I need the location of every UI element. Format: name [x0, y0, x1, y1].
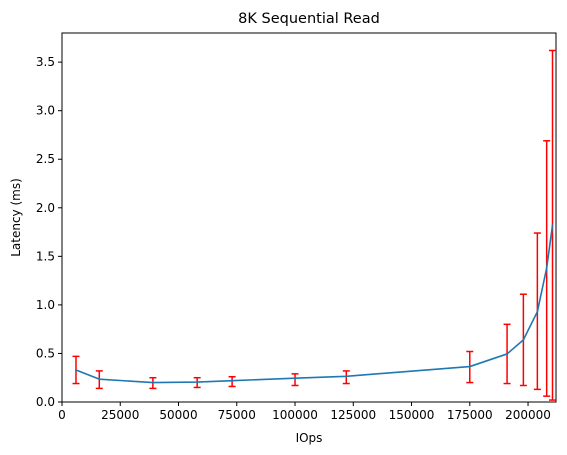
y-tick-label: 2.5 — [36, 152, 55, 166]
chart-title: 8K Sequential Read — [238, 11, 380, 27]
x-axis-ticks: 0 25000 50000 75000 100000 125000 150000 175000… — [58, 402, 551, 422]
data-point — [151, 381, 154, 384]
data-point — [98, 378, 101, 381]
x-tick-label: 175000 — [447, 408, 493, 422]
x-tick-label: 50000 — [159, 408, 197, 422]
data-point — [545, 267, 548, 269]
y-tick-label: 3.5 — [36, 55, 55, 69]
y-tick-label: 1.0 — [36, 298, 55, 312]
x-tick-label: 200000 — [505, 408, 551, 422]
y-tick-label: 3.0 — [36, 104, 55, 118]
x-tick-label: 75000 — [218, 408, 256, 422]
plot-frame — [61, 32, 557, 403]
data-point — [231, 379, 234, 382]
data-point — [196, 381, 199, 383]
x-tick-label: 25000 — [101, 408, 139, 422]
data-point — [506, 353, 508, 355]
y-tick-label: 2.0 — [36, 201, 55, 215]
data-point — [522, 338, 525, 341]
x-tick-label: 150000 — [389, 408, 435, 422]
series-line — [75, 225, 554, 384]
data-point — [75, 369, 77, 371]
error-bar — [291, 373, 299, 387]
y-axis-ticks: 0.0 0.5 1.0 1.5 2.0 2.5 3.0 3.5 — [36, 55, 62, 409]
data-point — [294, 377, 296, 380]
data-point — [551, 224, 554, 227]
error-bars — [72, 49, 557, 401]
series-lines — [75, 224, 554, 384]
error-bar — [342, 370, 350, 385]
data-point — [345, 375, 348, 378]
x-tick-label: 0 — [58, 408, 66, 422]
error-bar — [228, 376, 236, 388]
y-tick-label: 0.0 — [36, 395, 55, 409]
x-tick-label: 125000 — [330, 408, 376, 422]
y-axis-label: Latency (ms) — [9, 178, 23, 257]
y-tick-label: 0.5 — [36, 346, 55, 360]
data-point — [536, 310, 539, 313]
y-tick-label: 1.5 — [36, 249, 55, 263]
x-tick-label: 100000 — [272, 408, 318, 422]
data-point — [468, 365, 471, 368]
x-axis-label: IOps — [296, 431, 323, 445]
